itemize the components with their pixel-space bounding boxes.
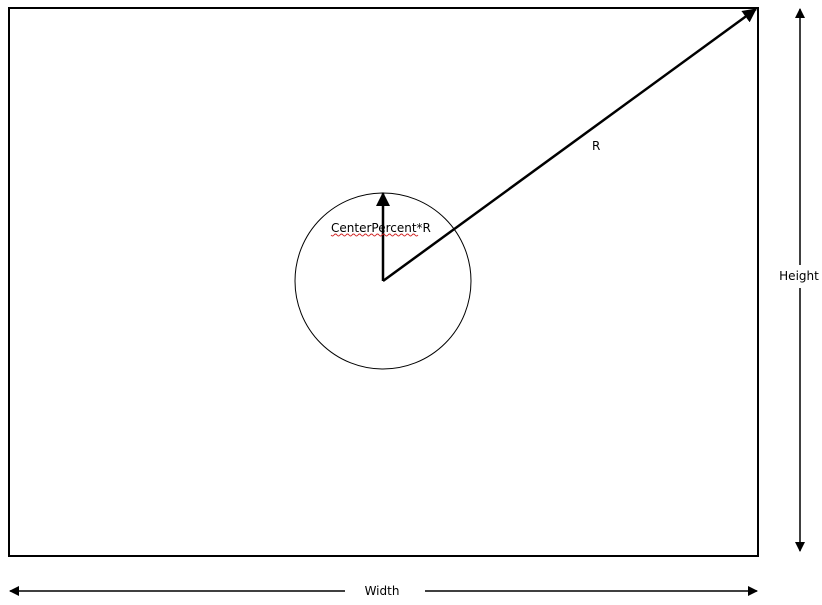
spellcheck-underline	[330, 233, 419, 237]
radius-arrow	[382, 7, 757, 283]
width-label: Width	[365, 584, 400, 598]
height-label: Height	[779, 269, 819, 283]
radius-label: R	[592, 139, 600, 153]
center-radius-label: CenterPercent*R	[331, 221, 431, 235]
image-rectangle	[8, 7, 759, 557]
